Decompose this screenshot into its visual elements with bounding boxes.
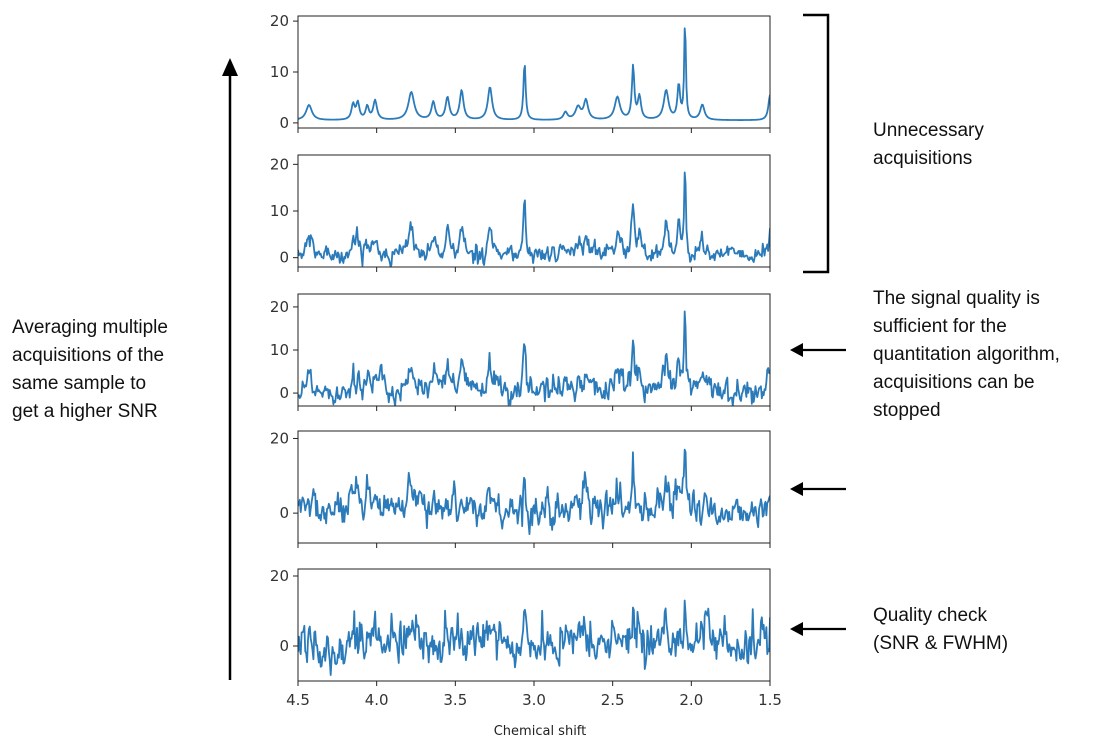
x-tick-label: 3.0 <box>522 691 546 709</box>
annotation-line: acquisitions <box>873 148 973 169</box>
y-tick-label: 20 <box>270 12 289 30</box>
annotation-line: get a higher SNR <box>12 401 158 422</box>
y-tick-label: 10 <box>270 202 289 220</box>
series-line <box>298 310 770 406</box>
annotation-unnecessary: Unnecessary acquisitions <box>873 117 1083 173</box>
x-tick-label: 2.5 <box>601 691 625 709</box>
annotation-line: same sample to <box>12 373 147 394</box>
left-arrow-icon <box>790 622 846 636</box>
annotation-line: quantitation algorithm, <box>873 344 1060 365</box>
axes-frame <box>297 568 771 682</box>
annotation-quality-check: Quality check (SNR & FWHM) <box>873 602 1083 658</box>
series-line <box>298 448 770 536</box>
spectrum-panel: 0 20 4.5 4.0 3.5 3.0 2.5 2.0 1.5 <box>270 567 782 709</box>
y-tick-label: 10 <box>270 63 289 81</box>
axes-frame <box>297 293 771 407</box>
y-tick-label: 0 <box>279 504 289 522</box>
axes-frame <box>297 430 771 544</box>
spectrum-panel: 0 20 <box>270 429 771 548</box>
annotation-line: Quality check <box>873 605 988 626</box>
x-tick-label: 3.5 <box>443 691 467 709</box>
y-tick-label: 10 <box>270 341 289 359</box>
y-tick-label: 0 <box>279 249 289 267</box>
annotation-line: The signal quality is <box>873 288 1040 309</box>
x-tick-label: 4.0 <box>365 691 389 709</box>
series-line <box>298 599 770 676</box>
y-tick-label: 20 <box>270 298 289 316</box>
y-tick-label: 0 <box>279 637 289 655</box>
y-tick-label: 20 <box>270 429 289 447</box>
up-arrow-icon <box>222 58 238 680</box>
spectrum-panel: 0 10 20 <box>270 154 771 272</box>
bracket-icon <box>803 13 830 274</box>
annotation-sufficient: The signal quality is sufficient for the… <box>873 285 1095 425</box>
annotation-line: acquisitions can be <box>873 372 1035 393</box>
annotation-line: Unnecessary <box>873 120 984 141</box>
x-axis-label: Chemical shift <box>493 724 587 739</box>
annotation-line: acquisitions of the <box>12 345 165 366</box>
spectra-panels: 0 10 20 0 10 20 0 10 20 0 20 0 20 4.5 4.0 3.5 3.0 2.5 2.0 1… <box>270 12 782 709</box>
y-tick-label: 20 <box>270 155 289 173</box>
annotation-line: stopped <box>873 400 941 421</box>
y-tick-label: 0 <box>279 384 289 402</box>
y-tick-label: 0 <box>279 114 289 132</box>
annotation-line: sufficient for the <box>873 316 1007 337</box>
x-tick-label: 4.5 <box>286 691 310 709</box>
spectrum-panel: 0 10 20 <box>270 12 771 133</box>
annotation-line: Averaging multiple <box>12 317 168 338</box>
left-arrow-icon <box>790 482 846 496</box>
annotation-line: (SNR & FWHM) <box>873 633 1009 654</box>
annotation-averaging: Averaging multiple acquisitions of the s… <box>12 314 212 426</box>
left-arrow-icon <box>790 343 846 357</box>
x-tick-label: 2.0 <box>679 691 703 709</box>
series-line <box>298 171 770 267</box>
y-tick-label: 20 <box>270 567 289 585</box>
series-line <box>298 27 770 121</box>
x-tick-label: 1.5 <box>758 691 782 709</box>
spectrum-panel: 0 10 20 <box>270 293 771 411</box>
